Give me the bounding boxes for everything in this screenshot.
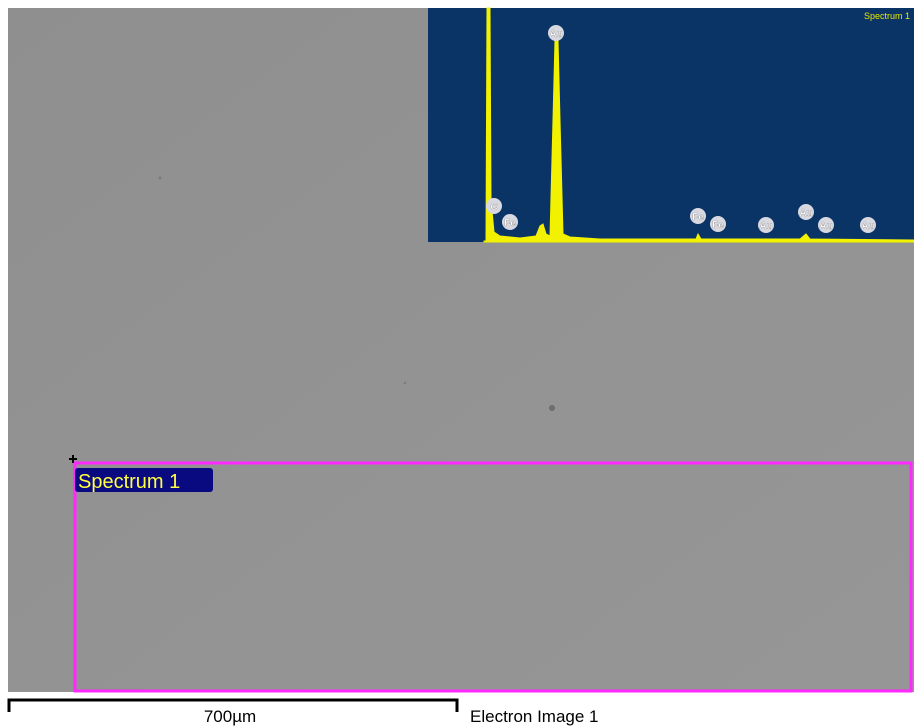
scale-bar-label: 700µm xyxy=(204,707,256,726)
peak-marker xyxy=(710,216,726,232)
region-label-box xyxy=(75,468,213,492)
spectrum-background xyxy=(428,8,914,242)
peak-label: Fe xyxy=(712,220,724,231)
peak-marker xyxy=(502,214,518,230)
peak-marker xyxy=(548,25,564,41)
peak-label: Au xyxy=(549,29,562,40)
region-handle xyxy=(69,455,77,463)
scale-bar xyxy=(7,698,459,712)
particle xyxy=(549,405,555,411)
peak-marker xyxy=(818,217,834,233)
peak-label: Au xyxy=(819,221,832,232)
peak-label: Au xyxy=(759,221,772,232)
peak-marker xyxy=(690,208,706,224)
particle xyxy=(403,381,407,385)
peak-label: Au xyxy=(799,208,812,219)
particle xyxy=(158,176,162,180)
peak-marker xyxy=(486,198,502,214)
image-caption: Electron Image 1 xyxy=(470,707,599,726)
peak-label: Fe xyxy=(692,212,704,223)
spectrum-region[interactable] xyxy=(73,461,913,693)
peak-label: Au xyxy=(861,221,874,232)
spectrum-inset: Spectrum 1 Au C Fe Fe Fe Au Au Au Au xyxy=(428,7,914,243)
peak-marker xyxy=(860,217,876,233)
peak-label: C xyxy=(490,202,497,213)
region-label: Spectrum 1 xyxy=(78,471,180,493)
peak-label: Fe xyxy=(504,218,516,229)
peak-marker xyxy=(758,217,774,233)
spectrum-title: Spectrum 1 xyxy=(864,11,910,21)
peak-marker xyxy=(798,204,814,220)
